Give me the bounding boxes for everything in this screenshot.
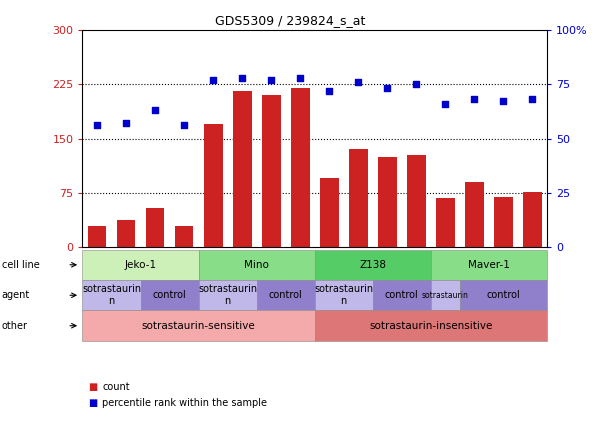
Bar [145,208,164,247]
Bar [349,149,368,247]
Text: control: control [269,290,302,300]
Text: ■: ■ [89,382,98,392]
Text: percentile rank within the sample: percentile rank within the sample [102,398,267,408]
Point [382,85,392,92]
Point [237,74,247,81]
Point [411,81,421,88]
Point [527,96,537,103]
Text: sotrastaurin
n: sotrastaurin n [82,284,141,306]
Text: control: control [486,290,520,300]
Text: Jeko-1: Jeko-1 [125,260,156,270]
Text: ■: ■ [89,398,98,408]
Point [266,76,276,83]
Bar [203,124,222,247]
Bar [407,154,426,247]
Bar [523,192,542,247]
Text: GDS5309 / 239824_s_at: GDS5309 / 239824_s_at [215,14,365,27]
Text: other: other [2,321,28,331]
Point [441,100,450,107]
Text: Maver-1: Maver-1 [468,260,510,270]
Text: sotrastaurin-insensitive: sotrastaurin-insensitive [369,321,492,331]
Point [324,87,334,94]
Point [150,107,160,114]
Text: sotrastaurin: sotrastaurin [422,291,469,300]
Text: agent: agent [2,290,30,300]
Bar [494,197,513,247]
Point [179,122,189,129]
Text: sotrastaurin
n: sotrastaurin n [198,284,257,306]
Text: Mino: Mino [244,260,269,270]
Text: count: count [102,382,130,392]
Point [121,120,131,126]
Bar [378,157,397,247]
Point [469,96,479,103]
Bar [291,88,310,247]
Text: cell line: cell line [2,260,40,270]
Point [92,122,102,129]
Text: control: control [385,290,419,300]
Bar [117,220,136,247]
Bar [175,226,194,247]
Text: control: control [153,290,186,300]
Text: Z138: Z138 [359,260,386,270]
Text: sotrastaurin
n: sotrastaurin n [314,284,373,306]
Bar [320,179,338,247]
Point [295,74,305,81]
Bar [233,91,252,247]
Text: sotrastaurin-sensitive: sotrastaurin-sensitive [142,321,255,331]
Bar [465,182,484,247]
Bar [262,95,280,247]
Point [499,98,508,105]
Bar [87,226,106,247]
Bar [436,198,455,247]
Point [353,79,363,85]
Point [208,76,218,83]
